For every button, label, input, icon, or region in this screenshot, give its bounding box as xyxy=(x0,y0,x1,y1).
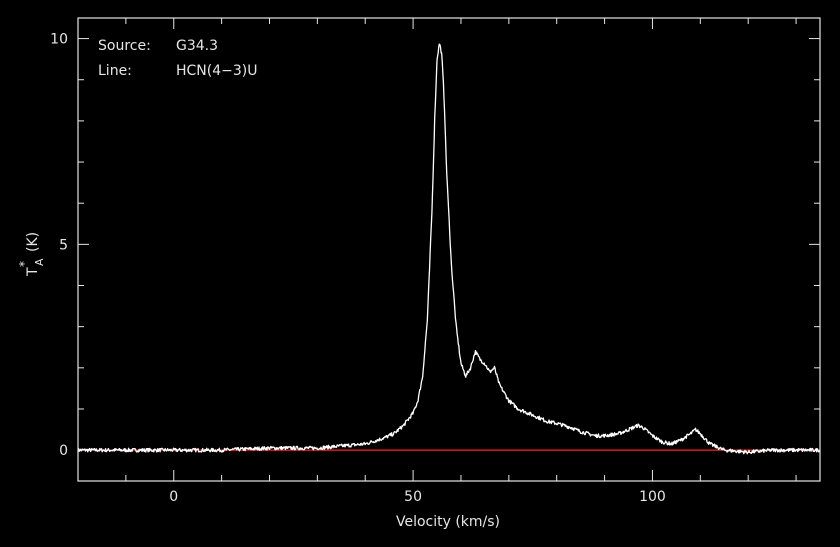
x-tick-label: 100 xyxy=(639,489,666,505)
x-axis-label: Velocity (km/s) xyxy=(396,514,500,530)
tick-labels: 0 50 100 0 5 10 xyxy=(50,32,666,505)
y-axis-label-sup: * xyxy=(17,261,31,267)
source-label: Source: xyxy=(98,38,151,54)
y-axis-label-unit: (K) xyxy=(25,232,41,252)
y-axis-label-main: T xyxy=(25,267,41,277)
y-tick-label: 5 xyxy=(59,237,68,253)
plot-frame xyxy=(77,17,821,482)
y-tick-label: 10 xyxy=(50,32,68,48)
x-tick-label: 50 xyxy=(404,489,422,505)
y-tick-label: 0 xyxy=(59,443,68,459)
spectrum-line xyxy=(77,43,821,455)
tick-marks xyxy=(77,18,820,481)
y-axis-label-sub: A xyxy=(33,258,46,266)
line-value: HCN(4−3)U xyxy=(176,63,258,79)
source-value: G34.3 xyxy=(176,38,218,54)
y-axis-label: T * A (K) xyxy=(17,232,46,277)
x-tick-label: 0 xyxy=(169,489,178,505)
line-label: Line: xyxy=(98,63,132,79)
